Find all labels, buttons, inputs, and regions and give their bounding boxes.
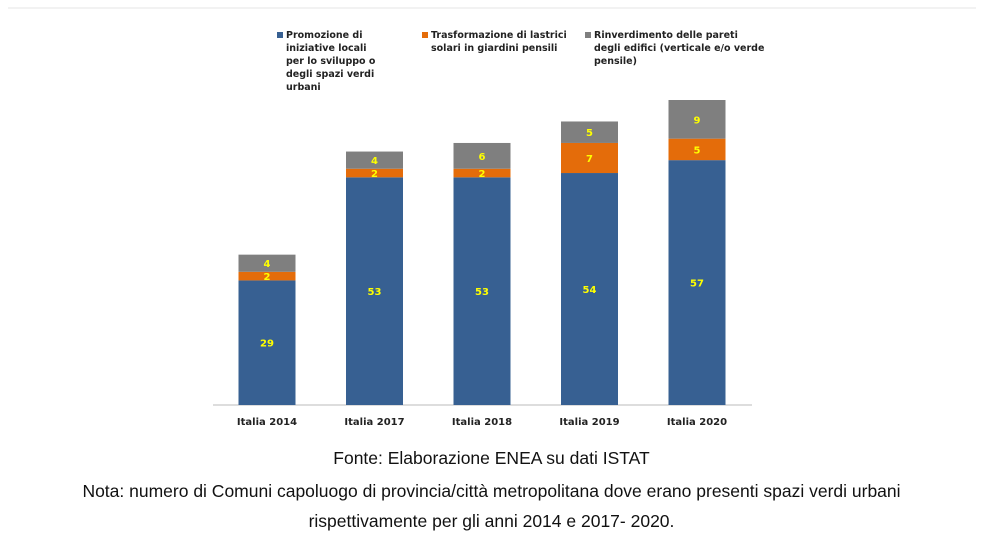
bar-segment [453,142,511,169]
note-line: rispettivamente per gli anni 2014 e 2017… [308,511,675,531]
bar-segment [453,168,511,178]
bar-segment [238,254,296,272]
legend-label: Rinverdimento delle pareti degli edifici… [594,30,765,67]
value-label: 4 [371,156,378,167]
value-label: 53 [368,287,382,298]
bar-segment [346,168,403,178]
value-label: 54 [583,285,597,296]
source: Fonte: Elaborazione ENEA su dati ISTAT [333,448,650,468]
value-label: 4 [264,259,271,270]
legend-swatch [277,32,283,38]
value-label: 5 [586,128,593,139]
legend-item: Trasformazione di lastrici solari in gia… [422,29,582,55]
bar-segment [453,177,511,405]
x-tick-label: Italia 2020 [667,417,727,428]
legend-swatch [585,32,591,38]
x-tick-label: Italia 2018 [452,417,512,428]
bar-segment [561,173,618,405]
bar-segment [346,151,403,169]
legend-item: Rinverdimento delle pareti degli edifici… [585,29,765,68]
bar-segment [561,121,618,143]
bar-segment [668,160,726,405]
legend-label: Promozione di iniziative locali per lo s… [286,30,376,93]
value-label: 53 [475,287,489,298]
value-label: 2 [479,169,486,180]
note-line: Nota: numero di Comuni capoluogo di prov… [82,481,901,501]
x-tick-label: Italia 2014 [237,417,297,428]
value-label: 9 [694,115,701,126]
legend-label: Trasformazione di lastrici solari in gia… [431,30,567,54]
value-label: 2 [371,169,378,180]
value-label: 5 [694,145,701,156]
legend-swatch [422,32,428,38]
value-label: 7 [586,154,593,165]
bar-segment [668,100,726,139]
bar-segment [346,177,403,405]
x-tick-label: Italia 2017 [344,417,404,428]
bar-segment [561,142,618,174]
value-label: 29 [260,339,274,350]
value-label: 2 [264,272,271,283]
bar-segment [238,271,296,281]
bar-segment [238,280,296,405]
legend-item: Promozione di iniziative locali per lo s… [277,29,387,94]
value-label: 57 [690,279,704,290]
bar-segment [668,138,726,161]
x-tick-label: Italia 2019 [559,417,619,428]
value-label: 6 [479,152,486,163]
